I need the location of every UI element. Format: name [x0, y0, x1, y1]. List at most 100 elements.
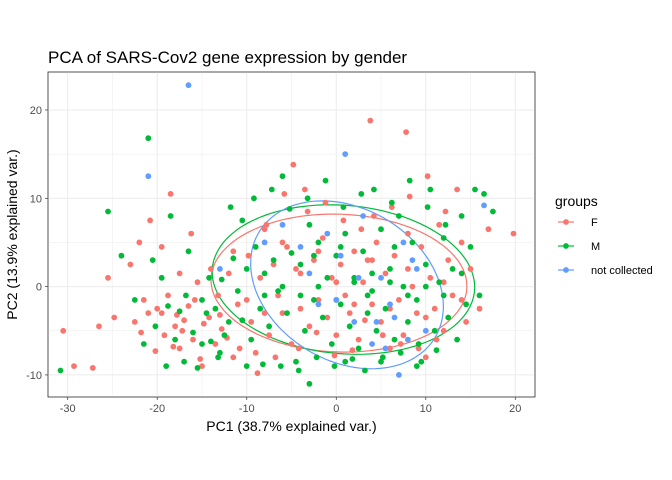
point-f	[387, 305, 393, 312]
point-f	[261, 310, 268, 316]
point-f	[270, 261, 277, 268]
point-m	[221, 332, 228, 339]
point-not-collected	[387, 301, 393, 308]
point-f	[185, 303, 192, 309]
point-not-collected	[261, 239, 268, 246]
y-tick-label: 20	[30, 105, 42, 117]
point-m	[391, 336, 398, 343]
point-m	[227, 204, 234, 211]
point-m	[194, 365, 201, 371]
point-f	[440, 327, 447, 334]
point-m	[476, 292, 483, 299]
point-f	[346, 310, 353, 316]
point-f	[176, 270, 183, 277]
point-f	[405, 230, 411, 237]
point-m	[431, 327, 438, 334]
point-m	[362, 367, 368, 374]
point-m	[286, 206, 293, 212]
point-f	[454, 186, 460, 193]
point-f	[161, 332, 168, 339]
y-tick-label: -10	[26, 370, 42, 382]
point-m	[315, 239, 322, 246]
point-f	[510, 230, 517, 237]
point-f	[194, 279, 201, 286]
point-f	[167, 191, 174, 197]
point-m	[333, 252, 340, 259]
point-f	[200, 320, 207, 327]
point-f	[236, 345, 243, 352]
point-f	[158, 310, 165, 316]
point-f	[131, 319, 138, 325]
point-m	[252, 244, 259, 250]
point-f	[140, 297, 147, 303]
ellipse-not-collected	[250, 200, 445, 370]
point-m	[284, 310, 290, 316]
point-f	[263, 221, 270, 228]
point-m	[199, 341, 205, 347]
point-m	[208, 338, 214, 345]
point-m	[306, 380, 313, 387]
point-not-collected	[315, 301, 322, 308]
point-m	[413, 363, 420, 369]
point-m	[319, 314, 326, 321]
point-not-collected	[378, 274, 384, 281]
point-m	[311, 297, 317, 303]
point-m	[118, 252, 125, 259]
point-m	[158, 274, 165, 281]
point-m	[260, 361, 266, 368]
point-m	[340, 204, 347, 211]
point-f	[60, 327, 67, 334]
point-m	[275, 288, 281, 294]
point-m	[234, 288, 241, 294]
point-f	[191, 297, 198, 303]
point-f	[315, 297, 322, 303]
point-m	[311, 252, 317, 259]
point-m	[342, 358, 349, 365]
point-not-collected	[333, 297, 340, 303]
point-m	[322, 177, 329, 184]
point-m	[458, 213, 465, 219]
point-m	[391, 244, 398, 250]
plot-border	[47, 71, 536, 398]
scatter-points	[57, 82, 517, 387]
point-m	[261, 270, 268, 277]
point-not-collected	[373, 319, 380, 325]
point-f	[440, 279, 447, 286]
point-f	[170, 343, 177, 350]
point-m	[342, 230, 349, 237]
point-f	[215, 292, 222, 299]
point-f	[154, 305, 161, 312]
point-m	[355, 345, 362, 352]
point-f	[89, 365, 96, 371]
legend-key-point-f	[563, 219, 569, 225]
point-f	[349, 347, 356, 354]
point-f	[403, 129, 409, 136]
point-m	[306, 221, 313, 228]
point-m	[409, 239, 416, 246]
point-f	[208, 266, 214, 272]
x-axis-title: PC1 (38.7% explained var.)	[206, 418, 376, 434]
point-not-collected	[481, 202, 487, 209]
point-not-collected	[297, 244, 304, 250]
point-f	[165, 292, 171, 299]
point-f	[476, 305, 483, 312]
point-m	[405, 292, 411, 299]
point-m	[279, 283, 286, 290]
point-f	[319, 235, 326, 241]
point-f	[288, 341, 295, 347]
point-f	[279, 310, 286, 316]
point-not-collected	[409, 257, 416, 263]
point-m	[427, 186, 434, 193]
point-not-collected	[185, 82, 192, 89]
point-m	[315, 283, 322, 290]
point-f	[313, 329, 320, 336]
point-m	[387, 279, 393, 286]
point-not-collected	[413, 266, 420, 272]
point-m	[302, 327, 308, 334]
point-not-collected	[422, 327, 429, 334]
point-f	[279, 239, 286, 246]
point-f	[272, 354, 279, 361]
legend-key-point-not-collected	[563, 267, 569, 273]
point-m	[358, 191, 365, 197]
point-f	[400, 332, 407, 339]
